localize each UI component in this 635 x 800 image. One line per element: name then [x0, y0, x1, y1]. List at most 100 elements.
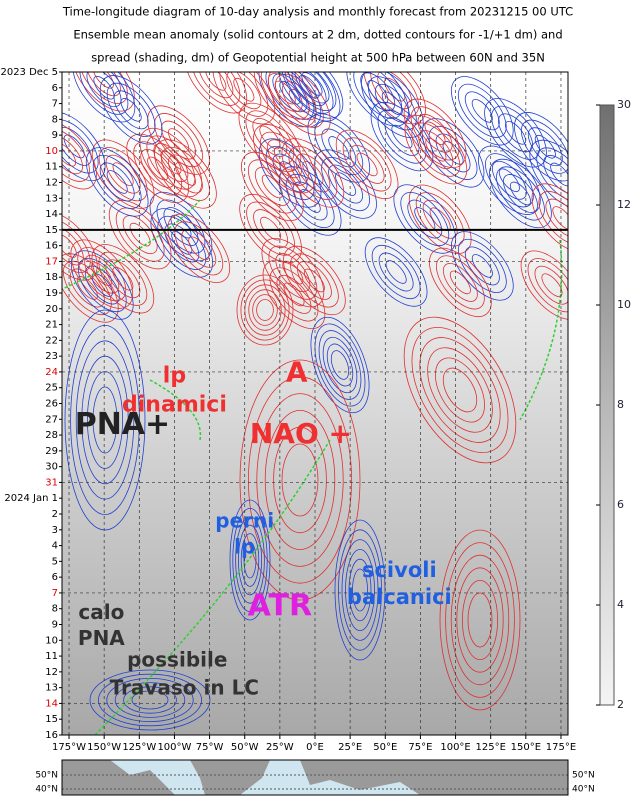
date-label: 27: [45, 414, 58, 425]
date-label: 22: [45, 335, 58, 346]
contour: [253, 124, 316, 194]
date-label: 15: [45, 714, 58, 725]
colorbar-tick-label: 10: [617, 298, 631, 311]
contour: [147, 105, 210, 175]
contour: [139, 127, 203, 198]
contour: [247, 376, 352, 584]
contour: [92, 154, 142, 209]
contour: [229, 499, 271, 621]
contour: [98, 673, 202, 727]
contour: [352, 568, 368, 612]
contour: [232, 507, 268, 612]
contour: [381, 91, 403, 116]
contour: [310, 316, 370, 414]
annotation: perni: [215, 508, 274, 532]
contour: [330, 350, 350, 380]
contour: [154, 113, 203, 168]
contours: [62, 72, 568, 735]
contour: [408, 184, 472, 254]
contour: [428, 125, 478, 180]
contour: [458, 238, 507, 293]
date-label: 2023 Dec 5: [0, 67, 58, 78]
contour: [99, 75, 163, 145]
annotation: lp: [163, 364, 186, 389]
date-label: 2024 Jan 1: [4, 493, 58, 504]
contour: [114, 682, 186, 718]
zero-contour: [149, 379, 202, 441]
contour: [429, 247, 492, 317]
contour: [247, 159, 297, 214]
contour: [275, 73, 324, 128]
contour: [62, 226, 84, 266]
date-label: 14: [45, 698, 58, 709]
contour: [248, 289, 282, 331]
contour: [281, 443, 319, 517]
date-label: 28: [45, 430, 58, 441]
x-tick-label: 75°E: [408, 742, 432, 753]
contour: [253, 72, 317, 128]
contour: [299, 189, 321, 213]
contour: [277, 72, 341, 122]
contour: [126, 133, 189, 204]
contour: [276, 275, 312, 314]
date-label: 24: [45, 367, 58, 378]
contour: [269, 267, 319, 322]
x-tick-label: 150°W: [87, 742, 121, 753]
date-label: 19: [45, 288, 58, 299]
contour: [411, 326, 509, 454]
date-label: 8: [52, 114, 58, 125]
contour: [122, 215, 158, 255]
contour: [439, 529, 521, 711]
map-strip: 50°N 50°N 40°N 40°N: [35, 759, 595, 796]
contour: [62, 261, 112, 315]
date-label: 21: [45, 320, 58, 331]
contour: [360, 72, 396, 112]
annotation: PNA: [78, 626, 125, 650]
date-label: 6: [52, 83, 58, 94]
land: [300, 760, 568, 795]
contour: [260, 131, 309, 186]
contour: [246, 201, 295, 256]
contour: [377, 72, 413, 109]
contour: [461, 580, 498, 661]
contour: [407, 199, 443, 239]
contour: [174, 221, 224, 276]
contour: [393, 184, 457, 254]
date-label: 30: [45, 462, 58, 473]
contour: [62, 120, 97, 190]
contour: [268, 72, 331, 136]
contour: [294, 72, 330, 104]
contour: [318, 330, 362, 400]
contour: [91, 244, 155, 314]
contour: [338, 529, 382, 651]
contour: [341, 539, 379, 641]
date-label: 29: [45, 446, 58, 457]
contour: [303, 268, 325, 293]
contour: [281, 138, 345, 208]
colorbar: [599, 104, 615, 706]
x-tick-label: 125°E: [475, 742, 505, 753]
contour: [520, 119, 568, 174]
contour: [106, 678, 194, 723]
contour: [258, 72, 322, 128]
contour: [264, 409, 336, 550]
contour: [291, 72, 327, 107]
date-label: 9: [52, 620, 58, 631]
axes: 175°W 150°W 125°W 100°W 75°W 50°W 25°W 0°E 25°E 5…: [0, 67, 576, 753]
contour: [89, 669, 211, 731]
contour: [301, 72, 323, 96]
contour: [314, 149, 377, 219]
contour: [85, 147, 149, 217]
contour: [422, 199, 458, 239]
contour: [253, 209, 289, 249]
contour: [62, 135, 83, 175]
contour: [237, 524, 262, 596]
date-label: 18: [45, 272, 58, 283]
date-label: 9: [52, 130, 58, 141]
contour: [98, 251, 148, 306]
annotation: possibile: [127, 647, 227, 671]
contour: [321, 128, 357, 168]
annotation: dinamici: [122, 392, 227, 417]
contour: [328, 164, 363, 204]
